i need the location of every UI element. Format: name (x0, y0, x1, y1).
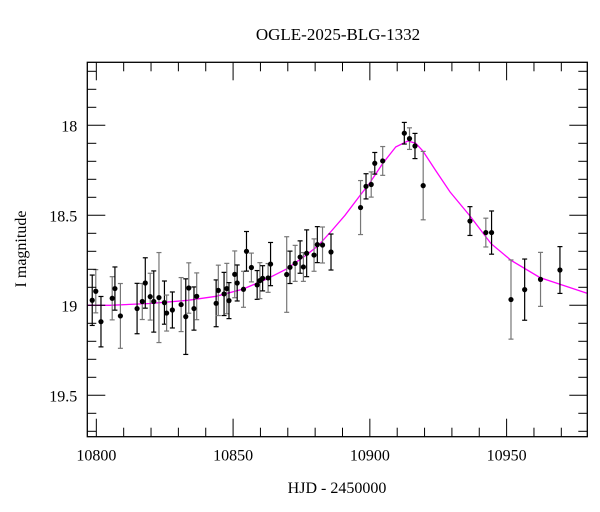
data-point (161, 300, 168, 306)
data-point (93, 288, 99, 294)
data-point (221, 291, 227, 297)
data-point (232, 271, 238, 277)
data-point (406, 136, 413, 142)
data-point (226, 298, 232, 304)
data-point (372, 160, 378, 166)
x-tick-label: 10900 (350, 448, 390, 465)
data-point (243, 248, 250, 254)
data-point (467, 218, 473, 224)
data-point (194, 293, 200, 299)
data-point (488, 229, 495, 236)
data-point (260, 275, 266, 281)
data-point (139, 298, 145, 305)
data-point (368, 181, 374, 188)
data-point (169, 307, 175, 313)
data-point (311, 252, 317, 258)
y-axis-label: I magnitude (13, 211, 30, 288)
data-point (265, 275, 271, 281)
data-point (183, 314, 189, 320)
data-point (300, 264, 306, 270)
x-axis-label: HJD - 2450000 (288, 480, 387, 497)
data-point (284, 271, 290, 278)
data-point (401, 130, 407, 136)
data-point (240, 286, 247, 292)
data-point (287, 264, 293, 270)
data-point (357, 204, 364, 211)
y-tick-labels: 18 18.5 19 19.5 (49, 118, 77, 405)
data-point (98, 319, 104, 325)
x-tick-label: 10800 (76, 448, 116, 465)
y-tick-label: 19 (61, 298, 77, 315)
data-point (537, 276, 544, 282)
data-point (297, 254, 303, 260)
plot-frame (86, 61, 588, 438)
y-tick-label: 18.5 (49, 208, 77, 225)
data-point (248, 264, 255, 271)
data-point (178, 301, 184, 308)
x-tick-label: 10950 (487, 448, 527, 465)
data-point (508, 296, 514, 303)
data-points-layer (89, 130, 563, 325)
axis-ticks (87, 62, 588, 437)
data-point (363, 183, 369, 189)
data-point (89, 297, 95, 303)
data-point (522, 287, 528, 293)
data-point (234, 280, 240, 286)
data-point (254, 282, 260, 288)
model-curve (87, 140, 588, 306)
chart-title: OGLE-2025-BLG-1332 (256, 25, 420, 44)
data-point (292, 260, 298, 266)
data-point (304, 250, 310, 256)
data-point (112, 285, 118, 292)
data-point (412, 143, 418, 149)
data-point (380, 158, 386, 164)
data-point (156, 294, 162, 301)
data-point (328, 249, 334, 255)
data-point (186, 285, 192, 291)
data-point (314, 242, 320, 248)
data-point (213, 300, 219, 306)
data-point (420, 183, 426, 189)
data-point (109, 295, 115, 301)
data-point (117, 313, 123, 319)
x-tick-labels: 10800 10850 10900 10950 (76, 448, 526, 465)
data-point (142, 280, 148, 286)
data-point (319, 242, 326, 248)
data-point (164, 310, 170, 316)
error-bars-layer (89, 121, 563, 356)
data-point (215, 287, 221, 293)
data-point (191, 305, 197, 312)
data-point (147, 294, 153, 300)
model-curve-layer (87, 140, 588, 306)
data-point (224, 285, 230, 292)
x-tick-label: 10850 (213, 448, 253, 465)
y-tick-label: 18 (61, 118, 77, 135)
data-point (557, 267, 563, 273)
y-tick-label: 19.5 (49, 388, 77, 405)
data-point (151, 298, 157, 305)
data-point (134, 305, 140, 312)
data-point (267, 261, 274, 267)
data-point (483, 229, 489, 236)
